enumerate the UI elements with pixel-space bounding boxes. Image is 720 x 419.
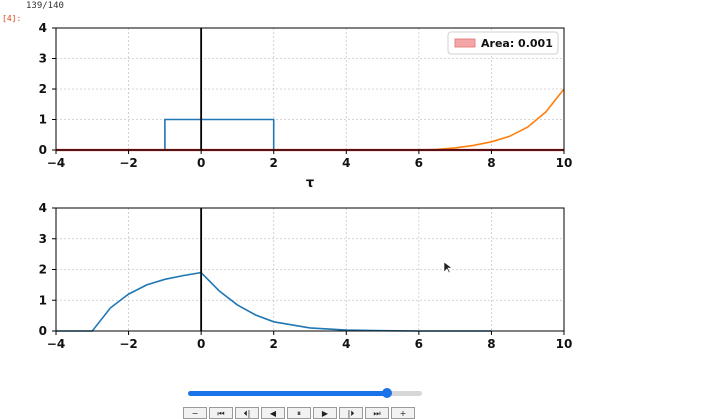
frame-counter: 139/140	[26, 1, 64, 11]
panel-1-xtick-label: 10	[556, 156, 573, 170]
slider-fill	[188, 391, 387, 396]
panel-1-legend-box	[447, 31, 559, 55]
panel-2-xtick-label: −4	[47, 337, 65, 351]
play-button[interactable]: ▶	[313, 407, 337, 419]
panel-1-series-1-line	[56, 118, 564, 151]
slider-thumb[interactable]	[381, 388, 392, 398]
pause-button[interactable]: ⏸	[287, 407, 311, 419]
panel-2-xtick-label: 10	[556, 337, 573, 351]
panel-2-ytick-label: 3	[39, 232, 47, 246]
panel-1-xlabel: τ	[306, 176, 314, 191]
panel-1-legend-swatch	[454, 38, 476, 48]
plus-button[interactable]: +	[391, 407, 415, 419]
cell-prompt: [4]:	[2, 14, 22, 23]
play-reverse-button[interactable]: ◀	[261, 407, 285, 419]
panel-1-ytick-label: 0	[39, 143, 47, 157]
panel-2-xtick-label: 8	[487, 337, 495, 351]
step-forward-button[interactable]: |⏵	[339, 407, 363, 419]
panel-2-xtick-label: 4	[342, 337, 350, 351]
panel-2-xtick-label: −2	[119, 337, 137, 351]
frame-slider[interactable]	[188, 388, 422, 398]
panel-1-xtick-label: 8	[487, 156, 495, 170]
panel-1-legend-label: Area: 0.001	[481, 37, 553, 50]
last-frame-button[interactable]: ⏭	[365, 407, 389, 419]
panel-2-ytick-label: 2	[39, 263, 47, 277]
panel-1-ytick-label: 4	[39, 21, 47, 35]
first-frame-button[interactable]: ⏮	[209, 407, 233, 419]
panel-2-xtick-label: 2	[270, 337, 278, 351]
panel-1-ytick-label: 2	[39, 82, 47, 96]
panel-2-ytick-label: 1	[39, 293, 47, 307]
step-back-button[interactable]: ⏴|	[235, 407, 259, 419]
minus-button[interactable]: −	[183, 407, 207, 419]
mouse-cursor-icon	[443, 261, 453, 274]
panel-1-xtick-label: 0	[197, 156, 205, 170]
panel-2-ytick-label: 4	[39, 201, 47, 215]
panel-2-xtick-label: 0	[197, 337, 205, 351]
panel-1-ytick-label: 1	[39, 113, 47, 127]
panel-1-xtick-label: 6	[415, 156, 423, 170]
panel-1-xtick-label: 2	[270, 156, 278, 170]
playback-controls: − ⏮ ⏴| ◀ ⏸ ▶ |⏵ ⏭ +	[183, 407, 415, 419]
panel-1-ytick-label: 3	[39, 52, 47, 66]
panel-2-ytick-label: 0	[39, 324, 47, 338]
panel-1-xtick-label: 4	[342, 156, 350, 170]
panel-1-xtick-label: −2	[119, 156, 137, 170]
panel-2-xtick-label: 6	[415, 337, 423, 351]
panel-1-xtick-label: −4	[47, 156, 65, 170]
